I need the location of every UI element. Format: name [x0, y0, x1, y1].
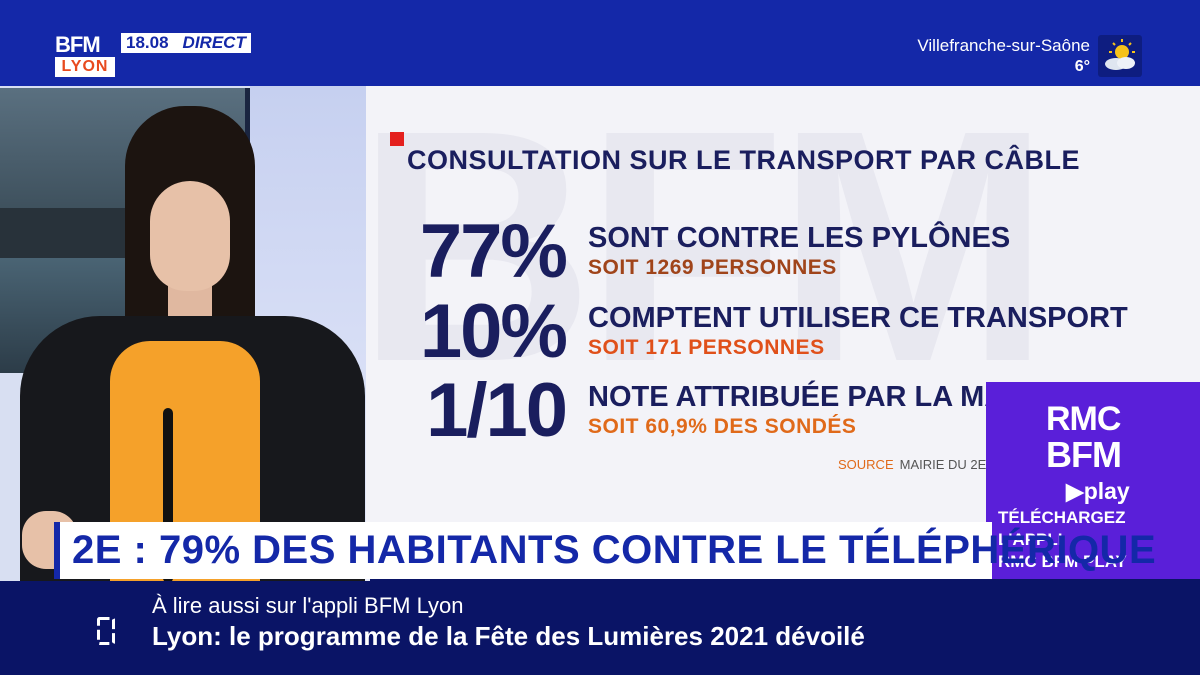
stat-label: COMPTENT UTILISER CE TRANSPORT: [588, 302, 1128, 334]
stat-value: 10%: [419, 289, 568, 374]
promo-cta: RMC BFM PLAY: [998, 552, 1127, 571]
source-credit: SOURCE MAIRIE DU 2E: [838, 457, 987, 472]
phone-icon: [97, 617, 115, 645]
promo-logo-bfm: BFM: [1046, 434, 1122, 475]
live-time: 18.08: [126, 33, 169, 52]
promo-logo-rmc: RMC: [1046, 400, 1121, 438]
channel-city-badge: LYON: [55, 57, 115, 77]
stat-value: 77%: [419, 209, 568, 294]
sun-cloud-icon: [1098, 35, 1142, 77]
news-ticker: [0, 581, 1200, 675]
live-indicator: 18.08 DIRECT: [121, 33, 251, 53]
infographic-title: CONSULTATION SUR LE TRANSPORT PAR CÂBLE: [407, 145, 1080, 175]
promo-cta: TÉLÉCHARGEZ: [998, 508, 1126, 527]
app-promo[interactable]: RMC BFM ▶play TÉLÉCHARGEZ L'APPLI RMC BF…: [986, 382, 1200, 579]
title-marker: [390, 132, 404, 146]
headline-text: 2E : 79% DES HABITANTS CONTRE LE TÉLÉPHÉ…: [72, 528, 1157, 572]
stat-detail: SOIT 171 PERSONNES: [588, 336, 825, 359]
ticker-kicker: À lire aussi sur l'appli BFM Lyon: [152, 593, 464, 618]
live-label: DIRECT: [182, 33, 246, 52]
stat-detail: SOIT 60,9% DES SONDÉS: [588, 415, 857, 438]
stat-label: SONT CONTRE LES PYLÔNES: [588, 222, 1011, 254]
ticker-headline[interactable]: Lyon: le programme de la Fête des Lumièr…: [152, 621, 865, 651]
weather-city: Villefranche-sur-Saône: [917, 36, 1090, 55]
stat-label: NOTE ATTRIBUÉE PAR LA MA: [588, 381, 1006, 413]
microphone: [163, 408, 173, 581]
stat-value: 1/10: [426, 368, 568, 453]
stat-detail: SOIT 1269 PERSONNES: [588, 256, 837, 279]
promo-logo-play: ▶play: [1066, 478, 1130, 504]
channel-logo: BFM: [55, 32, 101, 57]
promo-cta: L'APPLI: [998, 530, 1063, 549]
headline-banner: 2E : 79% DES HABITANTS CONTRE LE TÉLÉPHÉ…: [54, 522, 1156, 579]
weather-temperature: 6°: [1074, 58, 1090, 75]
